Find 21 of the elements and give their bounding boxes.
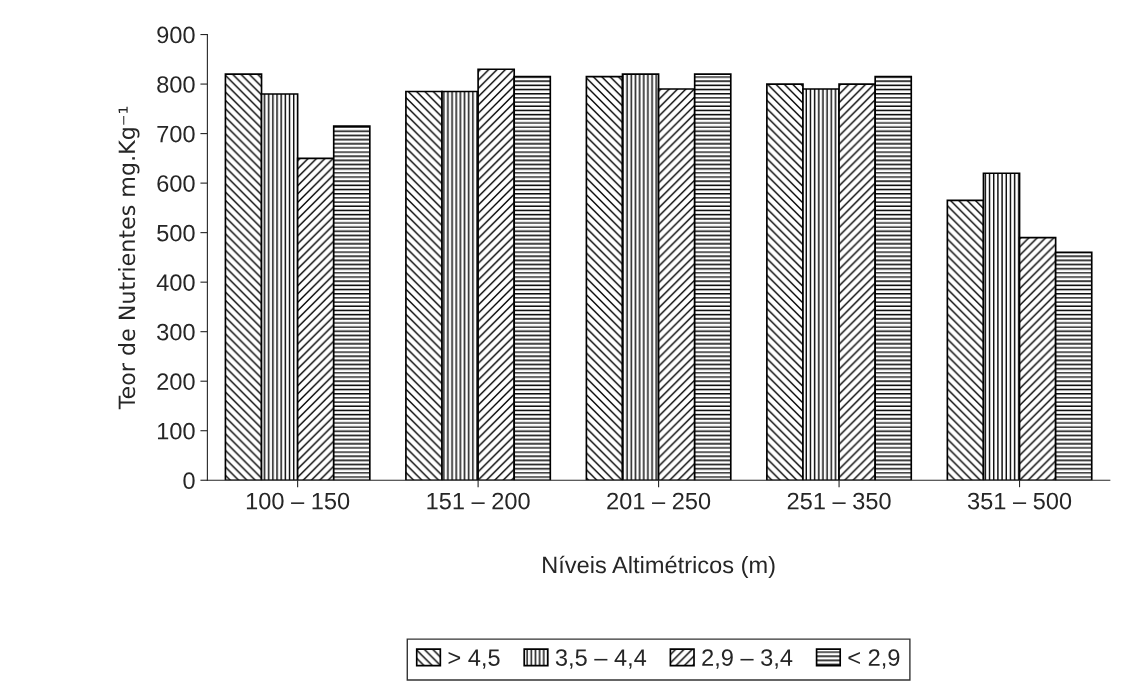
- x-tick-label: 151 – 200: [427, 492, 530, 510]
- y-tick-label: 500: [157, 224, 195, 242]
- y-tick-label: 400: [156, 274, 195, 291]
- y-tick-label: 0: [183, 472, 195, 490]
- x-tick-label: 351 – 500: [967, 492, 1072, 510]
- x-axis-title: Níveis Altimétricos (m): [543, 555, 775, 578]
- x-tick-label: 201 – 250: [607, 492, 711, 510]
- legend-label: > 4,5: [448, 649, 500, 669]
- legend-label: 2,9 – 3,4: [702, 649, 793, 669]
- y-tick-label: 900: [157, 26, 195, 44]
- y-tick-label: 100: [157, 422, 195, 440]
- y-tick-label: 200: [157, 373, 195, 390]
- y-tick-label: 800: [157, 76, 195, 93]
- y-tick-label: 700: [157, 125, 195, 143]
- x-tick-label: 100 – 150: [246, 492, 350, 510]
- legend-label: 3,5 – 4,4: [555, 649, 647, 669]
- y-axis-title: Teor de Nutrientes mg.Kg⁻¹: [118, 106, 140, 410]
- legend-label: < 2,9: [848, 649, 900, 669]
- y-tick-label: 600: [157, 175, 195, 192]
- y-tick-label: 300: [157, 323, 195, 341]
- x-tick-label: 251 – 350: [787, 492, 891, 510]
